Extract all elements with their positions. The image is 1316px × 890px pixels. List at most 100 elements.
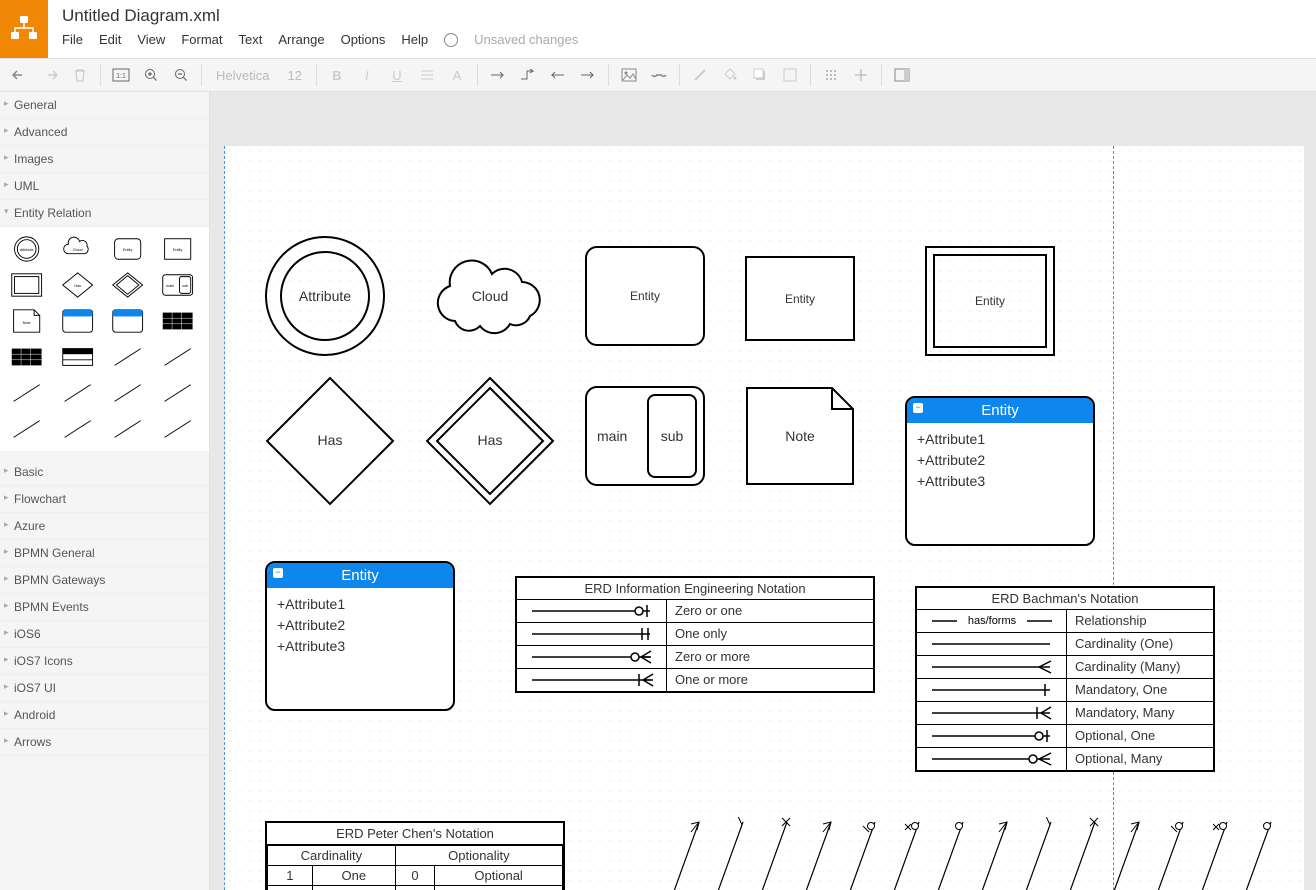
shape-entity-round[interactable]: Entity [107,233,149,265]
node-attribute[interactable]: Attribute [265,236,385,356]
canvas[interactable]: Attribute Cloud Entity Entity Entity [224,146,1304,890]
font-family-select[interactable]: Helvetica [208,68,277,83]
zoom-out-button[interactable] [167,62,195,88]
palette-category[interactable]: General [0,92,209,119]
node-entity-rect[interactable]: Entity [745,256,855,341]
shape-entity-attrs-blue[interactable] [56,305,98,337]
shape-line-4[interactable] [56,377,98,409]
node-bachman-notation[interactable]: ERD Bachman's Notation has/formsRelation… [915,586,1215,772]
palette-category[interactable]: iOS6 [0,621,209,648]
notation-symbol [517,669,667,691]
shape-entity-rect[interactable]: Entity [157,233,199,265]
font-color-button[interactable]: A [443,62,471,88]
menu-arrange[interactable]: Arrange [278,32,324,47]
font-size-select[interactable]: 12 [279,68,309,83]
bold-button[interactable]: B [323,62,351,88]
palette-category[interactable]: Arrows [0,729,209,756]
italic-button[interactable]: I [353,62,381,88]
redo-button[interactable] [36,62,64,88]
shape-line-8[interactable] [56,413,98,445]
palette-category[interactable]: Flowchart [0,486,209,513]
align-button[interactable] [413,62,441,88]
menu-options[interactable]: Options [341,32,386,47]
node-ie-notation[interactable]: ERD Information Engineering Notation Zer… [515,576,875,693]
insert-link-button[interactable] [645,62,673,88]
fill-color-button[interactable] [716,62,744,88]
palette-category[interactable]: iOS7 UI [0,675,209,702]
node-entity-attrs-2[interactable]: −Entity +Attribute1+Attribute2+Attribute… [265,561,455,711]
node-cloud[interactable]: Cloud [425,246,555,346]
palette-category[interactable]: Android [0,702,209,729]
canvas-area[interactable]: Attribute Cloud Entity Entity Entity [210,92,1316,890]
menu-view[interactable]: View [137,32,165,47]
palette-category[interactable]: iOS7 Icons [0,648,209,675]
shape-entity-attrs-blue2[interactable] [107,305,149,337]
palette-category[interactable]: Basic [0,459,209,486]
connector-elbow-button[interactable] [514,62,542,88]
app-logo[interactable] [0,0,48,58]
shape-table-dark[interactable] [157,305,199,337]
titlebar: Untitled Diagram.xml File Edit View Form… [0,0,1316,58]
document-title[interactable]: Untitled Diagram.xml [62,6,1316,26]
node-has-diamond-double[interactable]: Has [425,376,555,506]
shadow-button[interactable] [746,62,774,88]
shape-line-5[interactable] [107,377,149,409]
palette-category[interactable]: UML [0,173,209,200]
menu-edit[interactable]: Edit [99,32,121,47]
undo-button[interactable] [6,62,34,88]
palette-category[interactable]: BPMN Events [0,594,209,621]
collapse-icon[interactable]: − [273,568,283,578]
language-icon[interactable] [444,33,458,47]
palette-category[interactable]: Images [0,146,209,173]
palette-category[interactable]: Entity Relation [0,200,209,227]
svg-text:Attribute: Attribute [20,248,34,252]
arrow-start-button[interactable] [544,62,572,88]
node-has-diamond[interactable]: Has [265,376,395,506]
shape-line-1[interactable] [107,341,149,373]
node-entity-round[interactable]: Entity [585,246,705,346]
palette-category[interactable]: BPMN Gateways [0,567,209,594]
node-connectors[interactable] [645,816,1285,890]
shape-line-2[interactable] [157,341,199,373]
node-chen-notation[interactable]: ERD Peter Chen's Notation CardinalityOpt… [265,821,565,890]
actual-size-button[interactable]: 1:1 [107,62,135,88]
underline-button[interactable]: U [383,62,411,88]
notation-label: Optional, One [1067,725,1213,747]
palette-category[interactable]: BPMN General [0,540,209,567]
palette-category[interactable]: Azure [0,513,209,540]
shape-attribute[interactable]: Attribute [6,233,48,265]
delete-button[interactable] [66,62,94,88]
shape-has-diamond[interactable]: Has [56,269,98,301]
menu-file[interactable]: File [62,32,83,47]
menu-help[interactable]: Help [401,32,428,47]
shape-table-dark2[interactable] [6,341,48,373]
shape-cloud[interactable]: Cloud [56,233,98,265]
shape-line-3[interactable] [6,377,48,409]
menu-text[interactable]: Text [238,32,262,47]
grid-cross-button[interactable] [847,62,875,88]
grid-dots-button[interactable] [817,62,845,88]
line-color-button[interactable] [686,62,714,88]
connector-straight-button[interactable] [484,62,512,88]
shape-line-7[interactable] [6,413,48,445]
collapse-icon[interactable]: − [913,403,923,413]
palette-category[interactable]: Advanced [0,119,209,146]
node-mainsub[interactable]: main sub [585,386,705,486]
insert-image-button[interactable] [615,62,643,88]
shape-note[interactable]: Note [6,305,48,337]
node-note[interactable]: Note [745,386,855,486]
shape-has-diamond-double[interactable] [107,269,149,301]
shape-table-header[interactable] [56,341,98,373]
arrow-end-button[interactable] [574,62,602,88]
shape-entity-double[interactable] [6,269,48,301]
format-panel-button[interactable] [888,62,916,88]
zoom-in-button[interactable] [137,62,165,88]
shape-line-6[interactable] [157,377,199,409]
shape-line-10[interactable] [157,413,199,445]
shape-line-9[interactable] [107,413,149,445]
node-entity-double[interactable]: Entity [925,246,1055,356]
shape-mainsub[interactable]: mainsub [157,269,199,301]
menu-format[interactable]: Format [181,32,222,47]
edit-style-button[interactable] [776,62,804,88]
node-entity-attrs-1[interactable]: −Entity +Attribute1+Attribute2+Attribute… [905,396,1095,546]
